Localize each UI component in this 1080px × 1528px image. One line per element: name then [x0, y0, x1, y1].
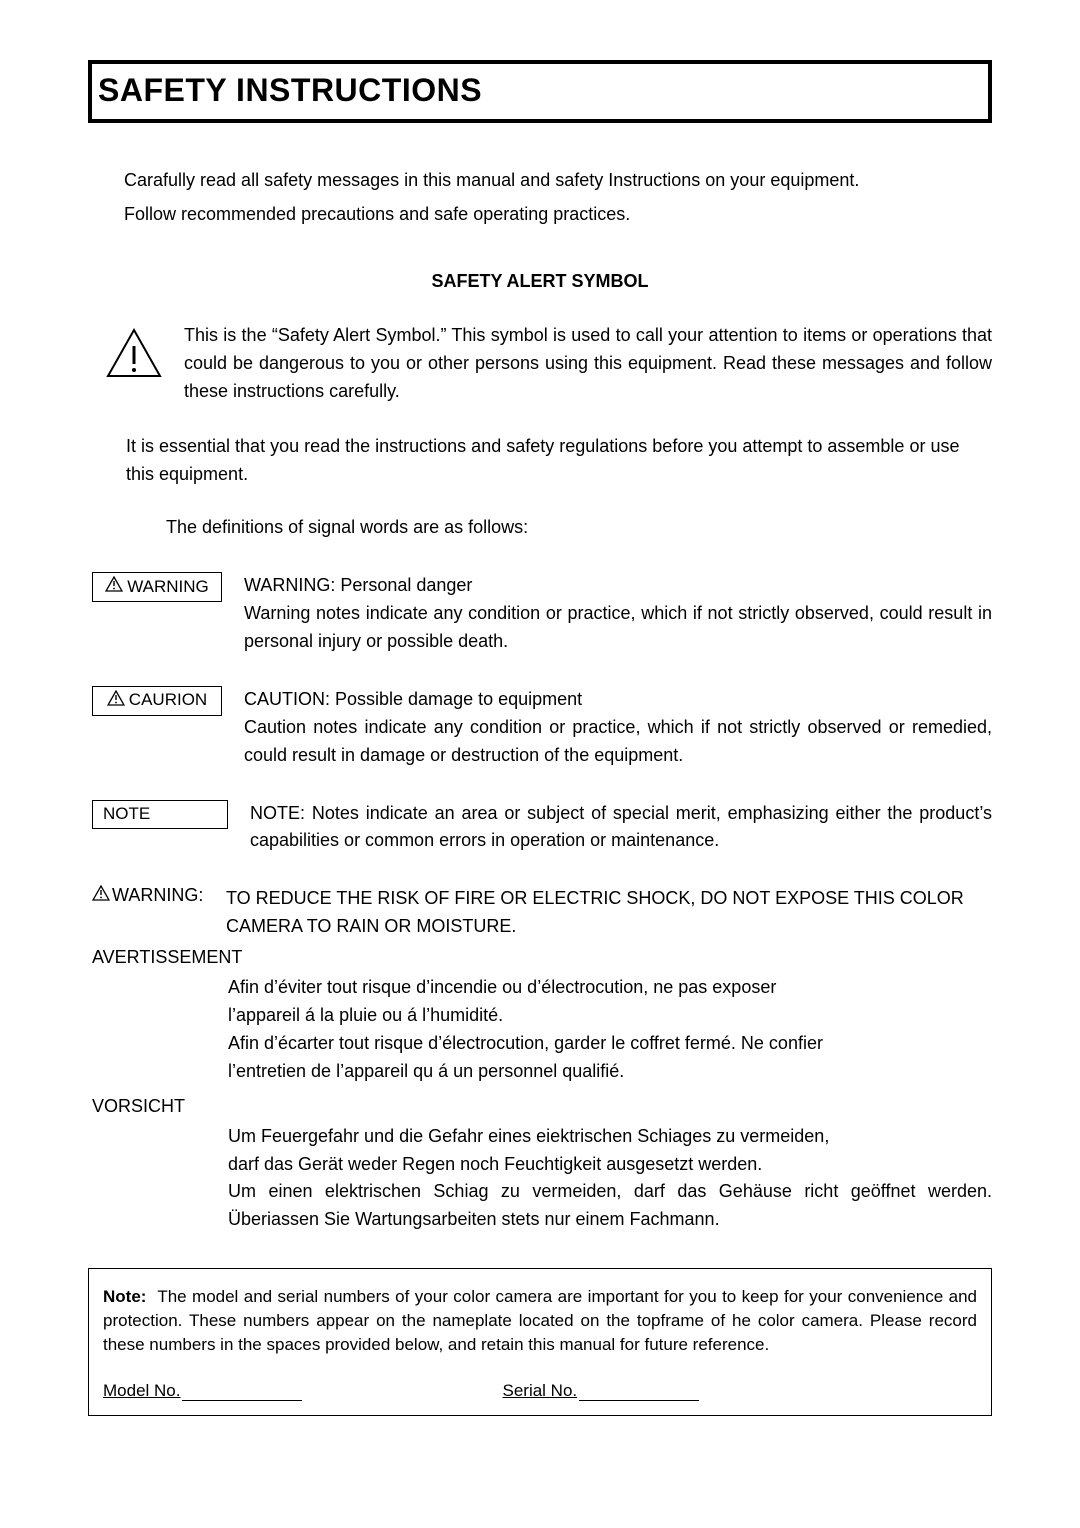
record-note-label: Note:: [103, 1287, 146, 1306]
essential-text: It is essential that you read the instru…: [126, 433, 992, 489]
model-input-line[interactable]: [182, 1383, 302, 1401]
safety-alert-row: This is the “Safety Alert Symbol.” This …: [88, 322, 992, 406]
german-l1: Um Feuergefahr und die Gefahr eines eiek…: [228, 1123, 992, 1151]
note-body: NOTE: Notes indicate an area or subject …: [250, 800, 992, 856]
caution-body: CAUTION: Possible damage to equipment Ca…: [244, 686, 992, 770]
serial-label: Serial No.: [502, 1381, 577, 1401]
note-badge: NOTE: [92, 800, 228, 829]
caution-desc: Caution notes indicate any condition or …: [244, 717, 992, 765]
record-fields: Model No. Serial No.: [103, 1381, 977, 1401]
french-l3: Afin d’écarter tout risque d’électrocuti…: [228, 1030, 992, 1058]
signal-warning-row: WARNING WARNING: Personal danger Warning…: [88, 572, 992, 656]
safety-alert-icon: [106, 328, 162, 383]
warning-badge: WARNING: [92, 572, 222, 602]
warning-desc: Warning notes indicate any condition or …: [244, 603, 992, 651]
page-title: SAFETY INSTRUCTIONS: [98, 72, 982, 109]
german-label: VORSICHT: [92, 1096, 992, 1117]
section-heading: SAFETY ALERT SYMBOL: [88, 271, 992, 292]
signal-caution-row: CAURION CAUTION: Possible damage to equi…: [88, 686, 992, 770]
record-note-text: Note: The model and serial numbers of yo…: [103, 1285, 977, 1356]
caution-badge: CAURION: [92, 686, 222, 716]
caution-badge-label: CAURION: [129, 690, 207, 710]
inline-warning-label-text: WARNING:: [112, 885, 203, 906]
warning-badge-label: WARNING: [127, 577, 209, 597]
inline-warning-label: WARNING:: [92, 885, 222, 906]
warning-icon: [105, 576, 123, 597]
french-label: AVERTISSEMENT: [92, 947, 992, 968]
intro-block: Carafully read all safety messages in th…: [124, 167, 992, 229]
title-frame: SAFETY INSTRUCTIONS: [88, 60, 992, 123]
caution-heading: CAUTION: Possible damage to equipment: [244, 686, 992, 714]
german-l3: Um einen elektrischen Schiag zu vermeide…: [228, 1178, 992, 1234]
warning-body: WARNING: Personal danger Warning notes i…: [244, 572, 992, 656]
french-l2: l’appareil á la pluie ou á l’humidité.: [228, 1002, 992, 1030]
page: SAFETY INSTRUCTIONS Carafully read all s…: [0, 0, 1080, 1496]
model-field: Model No.: [103, 1381, 302, 1401]
inline-warning-icon: [92, 885, 110, 906]
signal-note-row: NOTE NOTE: Notes indicate an area or sub…: [88, 800, 992, 856]
warning-heading: WARNING: Personal danger: [244, 572, 992, 600]
french-l1: Afin d’éviter tout risque d’incendie ou …: [228, 974, 992, 1002]
model-label: Model No.: [103, 1381, 180, 1401]
record-note-box: Note: The model and serial numbers of yo…: [88, 1268, 992, 1415]
inline-warning-row: WARNING: TO REDUCE THE RISK OF FIRE OR E…: [92, 885, 992, 941]
german-l2: darf das Gerät weder Regen noch Feuchtig…: [228, 1151, 992, 1179]
note-badge-label: NOTE: [103, 804, 150, 824]
german-body: Um Feuergefahr und die Gefahr eines eiek…: [228, 1123, 992, 1235]
inline-warning-text: TO REDUCE THE RISK OF FIRE OR ELECTRIC S…: [226, 885, 992, 941]
caution-icon: [107, 690, 125, 711]
serial-field: Serial No.: [502, 1381, 699, 1401]
definitions-intro: The definitions of signal words are as f…: [166, 517, 992, 538]
safety-alert-text: This is the “Safety Alert Symbol.” This …: [184, 322, 992, 406]
intro-line-1: Carafully read all safety messages in th…: [124, 167, 992, 195]
french-l4: l’entretien de l’appareil qu á un person…: [228, 1058, 992, 1086]
serial-input-line[interactable]: [579, 1383, 699, 1401]
record-note-body: The model and serial numbers of your col…: [103, 1287, 977, 1354]
intro-line-2: Follow recommended precautions and safe …: [124, 201, 992, 229]
french-body: Afin d’éviter tout risque d’incendie ou …: [228, 974, 992, 1086]
note-desc: NOTE: Notes indicate an area or subject …: [250, 803, 992, 851]
